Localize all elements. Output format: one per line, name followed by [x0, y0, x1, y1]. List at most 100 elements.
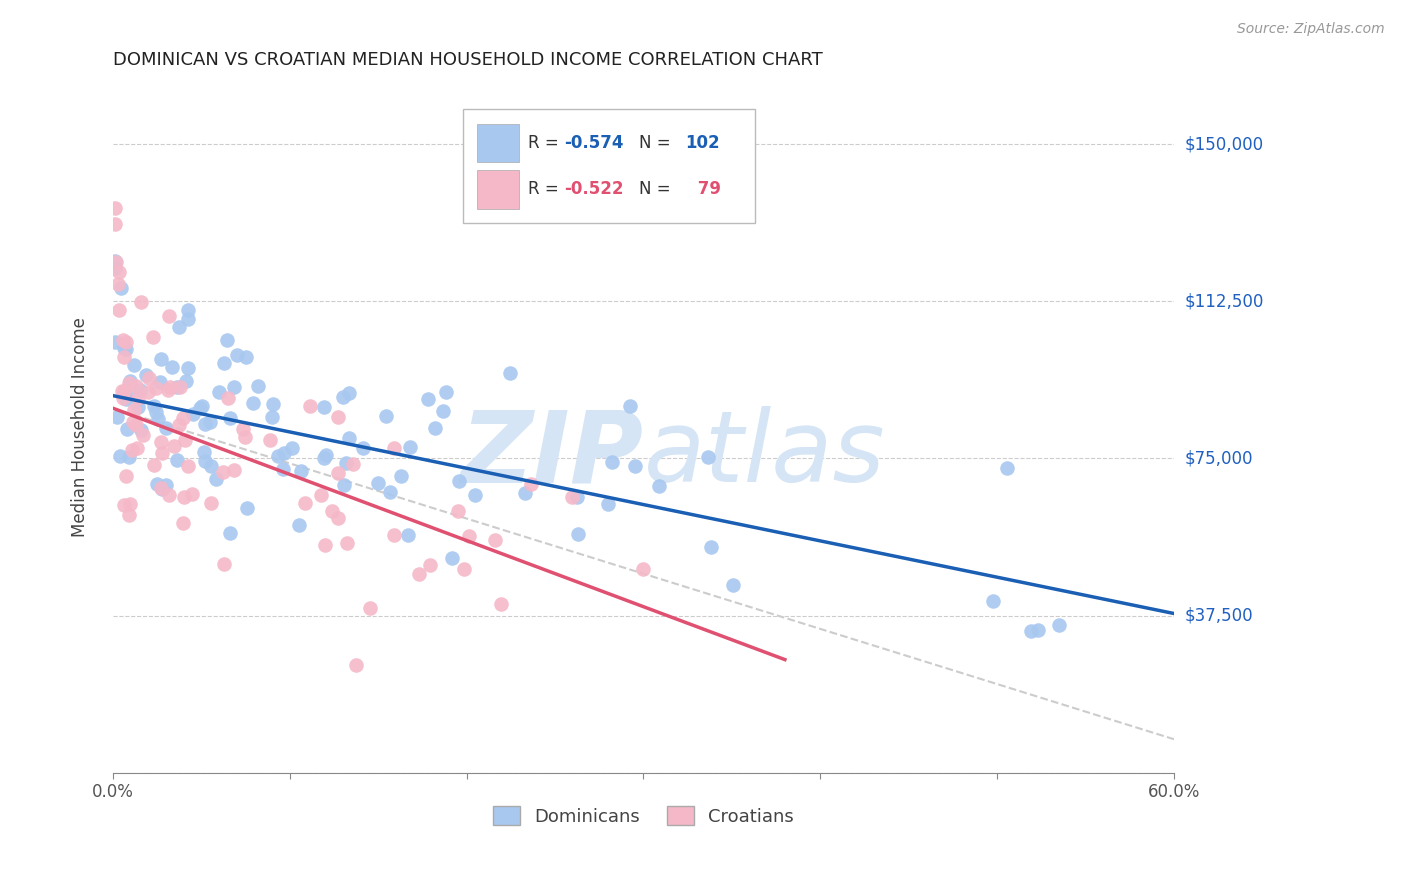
Point	[335, 456, 357, 470]
Point	[111, 384, 134, 398]
Point	[115, 342, 138, 356]
Point	[132, 427, 155, 442]
Point	[120, 497, 142, 511]
Point	[172, 516, 194, 530]
Text: Source: ZipAtlas.com: Source: ZipAtlas.com	[1237, 22, 1385, 37]
Point	[359, 601, 381, 615]
Point	[458, 529, 481, 543]
Text: atlas: atlas	[644, 406, 884, 503]
Point	[336, 535, 359, 549]
Point	[222, 380, 245, 394]
Point	[723, 577, 745, 591]
Point	[181, 407, 204, 421]
Point	[515, 486, 537, 500]
Point	[118, 376, 141, 390]
Point	[312, 450, 335, 465]
Point	[447, 474, 470, 488]
Point	[200, 496, 222, 510]
Point	[236, 500, 259, 515]
Point	[149, 376, 172, 390]
Point	[194, 417, 217, 432]
Point	[205, 471, 228, 485]
Point	[150, 434, 173, 449]
Point	[326, 511, 349, 525]
Point	[337, 386, 360, 401]
Point	[267, 450, 290, 464]
Point	[328, 466, 350, 480]
Point	[561, 490, 583, 504]
Point	[177, 458, 200, 473]
Point	[631, 562, 654, 576]
Point	[110, 281, 132, 295]
Point	[262, 410, 284, 425]
Point	[520, 476, 543, 491]
Point	[344, 657, 367, 672]
Point	[193, 445, 215, 459]
Point	[298, 399, 321, 413]
Point	[233, 430, 256, 444]
Point	[434, 384, 457, 399]
Point	[146, 411, 169, 425]
Point	[107, 277, 129, 291]
Point	[314, 538, 336, 552]
Point	[242, 396, 264, 410]
Point	[1047, 617, 1070, 632]
Text: -0.574: -0.574	[564, 134, 623, 152]
Point	[149, 481, 172, 495]
Point	[169, 380, 191, 394]
Point	[120, 375, 142, 389]
Point	[441, 551, 464, 566]
Point	[122, 403, 145, 417]
Point	[150, 446, 173, 460]
Point	[367, 476, 389, 491]
Point	[262, 396, 284, 410]
Point	[138, 385, 160, 400]
Point	[453, 561, 475, 575]
Point	[499, 367, 522, 381]
Point	[111, 333, 134, 347]
Point	[374, 409, 396, 423]
Point	[180, 487, 202, 501]
Point	[247, 378, 270, 392]
Point	[104, 217, 127, 231]
Point	[115, 422, 138, 436]
Point	[567, 490, 589, 504]
Point	[127, 400, 149, 414]
Point	[107, 302, 129, 317]
Point	[294, 496, 316, 510]
Point	[194, 454, 217, 468]
Point	[157, 488, 180, 502]
Point	[378, 484, 401, 499]
Point	[108, 449, 131, 463]
Point	[200, 458, 222, 473]
Text: R =: R =	[527, 180, 564, 198]
Point	[484, 533, 506, 547]
Text: $112,500: $112,500	[1185, 293, 1264, 310]
FancyBboxPatch shape	[477, 123, 519, 162]
Text: N =: N =	[640, 134, 676, 152]
Point	[167, 417, 190, 432]
Point	[188, 401, 211, 416]
Point	[155, 478, 177, 492]
Point	[328, 409, 350, 424]
Point	[177, 303, 200, 318]
Point	[142, 330, 165, 344]
Point	[191, 400, 214, 414]
Text: $150,000: $150,000	[1185, 136, 1264, 153]
Point	[129, 423, 152, 437]
Point	[384, 441, 406, 455]
Point	[105, 409, 128, 424]
Point	[983, 594, 1005, 608]
Point	[624, 458, 647, 473]
Point	[217, 391, 239, 405]
Point	[311, 488, 333, 502]
Point	[352, 441, 374, 455]
Text: 79: 79	[692, 180, 721, 198]
Point	[172, 411, 194, 425]
Point	[157, 309, 180, 323]
Point	[408, 567, 430, 582]
Point	[145, 404, 167, 418]
Point	[166, 453, 188, 467]
Text: -0.522: -0.522	[564, 180, 623, 198]
Point	[112, 384, 135, 398]
